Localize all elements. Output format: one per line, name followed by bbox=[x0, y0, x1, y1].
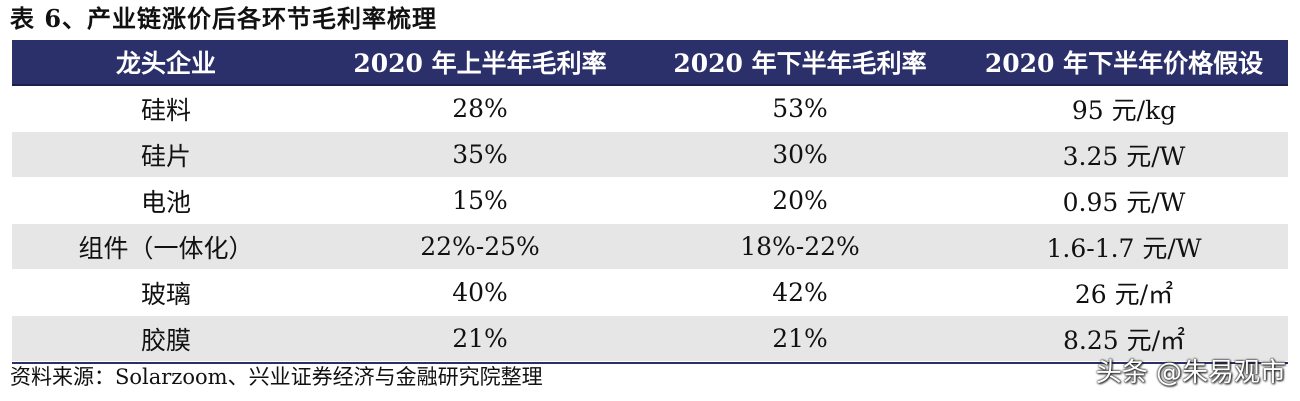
row-price: 1.6-1.7 元/W bbox=[1046, 233, 1202, 263]
row-segment: 组件（一体化） bbox=[78, 233, 254, 263]
row-h2-margin: 42% bbox=[772, 278, 828, 307]
table-row: 电池 15% 20% 0.95 元/W bbox=[12, 178, 1288, 224]
row-price: 8.25 元/㎡ bbox=[1062, 325, 1186, 355]
row-h2-margin: 30% bbox=[772, 140, 828, 169]
table-bottom-rule bbox=[12, 362, 1288, 364]
header-h2-margin: 2020 年下半年毛利率 bbox=[673, 49, 927, 78]
row-h1-margin: 35% bbox=[452, 140, 508, 169]
row-h1-margin: 40% bbox=[452, 278, 508, 307]
watermark: 头条 @朱易观市 bbox=[1095, 358, 1286, 388]
row-h2-margin: 53% bbox=[772, 94, 828, 123]
row-segment: 电池 bbox=[140, 187, 191, 217]
gross-margin-table: 龙头企业 2020 年上半年毛利率 2020 年下半年毛利率 2020 年下半年… bbox=[12, 40, 1288, 364]
row-segment: 胶膜 bbox=[140, 325, 191, 355]
table-row: 硅片 35% 30% 3.25 元/W bbox=[12, 132, 1288, 178]
row-segment: 硅料 bbox=[140, 95, 191, 125]
source-note: 资料来源：Solarzoom、兴业证券经济与金融研究院整理 bbox=[10, 365, 543, 389]
table-title: 表 6、产业链涨价后各环节毛利率梳理 bbox=[10, 4, 438, 33]
row-price: 26 元/㎡ bbox=[1074, 279, 1174, 309]
row-price: 95 元/kg bbox=[1071, 95, 1177, 125]
row-h1-margin: 22%-25% bbox=[420, 232, 540, 261]
row-h2-margin: 20% bbox=[772, 186, 828, 215]
header-h2-price: 2020 年下半年价格假设 bbox=[984, 49, 1264, 78]
row-h1-margin: 21% bbox=[452, 324, 508, 353]
row-price: 0.95 元/W bbox=[1062, 187, 1186, 217]
row-segment: 玻璃 bbox=[140, 279, 191, 309]
row-segment: 硅片 bbox=[140, 141, 191, 171]
row-h1-margin: 15% bbox=[452, 186, 508, 215]
table-row: 胶膜 21% 21% 8.25 元/㎡ bbox=[12, 316, 1288, 362]
table-row: 组件（一体化） 22%-25% 18%-22% 1.6-1.7 元/W bbox=[12, 224, 1288, 270]
table-row: 硅料 28% 53% 95 元/kg bbox=[12, 86, 1288, 132]
table-header-row: 龙头企业 2020 年上半年毛利率 2020 年下半年毛利率 2020 年下半年… bbox=[12, 40, 1288, 86]
header-h1-margin: 2020 年上半年毛利率 bbox=[353, 49, 607, 78]
row-h1-margin: 28% bbox=[452, 94, 508, 123]
row-h2-margin: 18%-22% bbox=[740, 232, 860, 261]
header-company: 龙头企业 bbox=[115, 49, 216, 78]
row-h2-margin: 21% bbox=[772, 324, 828, 353]
table-row: 玻璃 40% 42% 26 元/㎡ bbox=[12, 270, 1288, 316]
row-price: 3.25 元/W bbox=[1062, 141, 1186, 171]
